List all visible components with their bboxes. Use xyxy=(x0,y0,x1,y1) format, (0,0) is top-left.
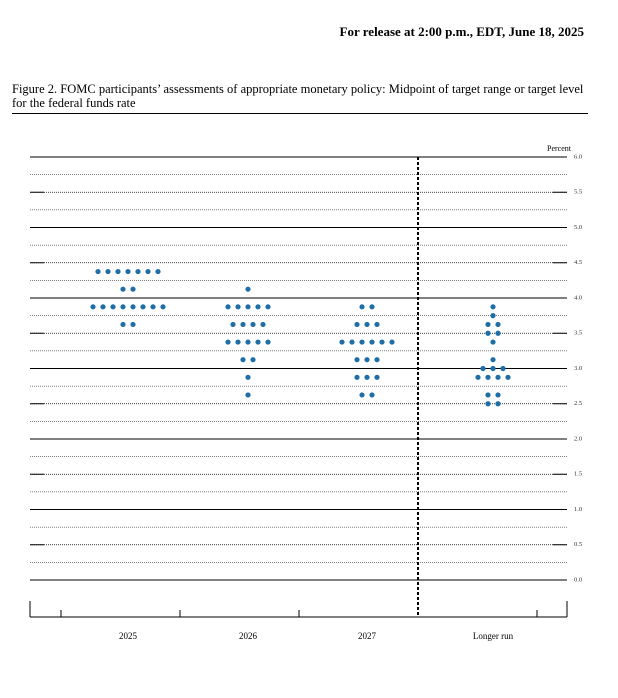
dot xyxy=(339,339,345,345)
y-tick-label: 3.0 xyxy=(574,365,582,372)
dot xyxy=(130,286,136,292)
dot xyxy=(255,304,261,310)
dot xyxy=(485,401,491,407)
y-axis-label: Percent xyxy=(547,144,572,153)
y-tick-label: 4.0 xyxy=(574,294,582,301)
dot xyxy=(349,339,355,345)
x-tick-label: 2025 xyxy=(119,631,138,641)
dot xyxy=(490,304,496,310)
dot xyxy=(485,374,491,380)
dot xyxy=(250,357,256,363)
dot xyxy=(235,304,241,310)
dot xyxy=(490,357,496,363)
y-tick-label: 5.5 xyxy=(574,189,582,196)
release-note: For release at 2:00 p.m., EDT, June 18, … xyxy=(339,24,584,39)
y-tick-label: 0.5 xyxy=(574,541,582,548)
dot xyxy=(245,304,251,310)
y-tick-label: 2.0 xyxy=(574,435,582,442)
y-tick-label: 4.5 xyxy=(574,259,582,266)
dot xyxy=(495,401,501,407)
dot xyxy=(230,321,236,328)
dot xyxy=(485,330,491,336)
dot xyxy=(235,339,241,345)
dot xyxy=(145,268,151,275)
dot xyxy=(245,286,251,292)
dot xyxy=(475,374,481,380)
rule xyxy=(12,113,588,114)
dot xyxy=(120,304,126,310)
y-tick-label: 5.0 xyxy=(574,224,582,231)
dot xyxy=(480,365,486,372)
y-tick-label: 6.0 xyxy=(574,153,582,160)
dot xyxy=(485,321,491,328)
dot xyxy=(389,339,395,345)
dot xyxy=(490,313,496,319)
dot xyxy=(240,321,246,328)
dot xyxy=(130,321,136,328)
x-tick-label: Longer run xyxy=(473,631,514,641)
dot xyxy=(369,304,375,310)
dot xyxy=(359,392,365,398)
dot xyxy=(364,357,370,363)
dot xyxy=(95,268,101,275)
dot xyxy=(90,304,96,310)
dot xyxy=(495,374,501,380)
dot xyxy=(374,374,380,380)
dot xyxy=(240,357,246,363)
dot xyxy=(495,321,501,328)
dot xyxy=(105,268,111,275)
y-tick-label: 1.0 xyxy=(574,506,582,513)
dot xyxy=(359,339,365,345)
dot xyxy=(374,321,380,328)
dot xyxy=(100,304,106,310)
dot xyxy=(495,392,501,398)
dot xyxy=(354,321,360,328)
dot xyxy=(369,392,375,398)
y-tick-label: 2.5 xyxy=(574,400,582,407)
dot xyxy=(265,304,271,310)
dot xyxy=(260,321,266,328)
figure-caption: Figure 2. FOMC participants’ assessments… xyxy=(12,82,584,110)
x-tick-label: 2026 xyxy=(239,631,258,641)
dot xyxy=(110,304,116,310)
y-tick-label: 3.5 xyxy=(574,330,582,337)
dot xyxy=(490,365,496,372)
dot xyxy=(130,304,136,310)
dot xyxy=(374,357,380,363)
dot xyxy=(354,374,360,380)
dot xyxy=(490,339,496,345)
dot xyxy=(379,339,385,345)
dot xyxy=(485,392,491,398)
dot xyxy=(354,357,360,363)
dot xyxy=(135,268,141,275)
y-tick-label: 1.5 xyxy=(574,471,582,478)
dot xyxy=(140,304,146,310)
dot xyxy=(364,321,370,328)
dot xyxy=(120,286,126,292)
dot xyxy=(255,339,261,345)
x-tick-label: 2027 xyxy=(358,631,377,641)
dot xyxy=(160,304,166,310)
dot xyxy=(369,339,375,345)
dot xyxy=(500,365,506,372)
dot xyxy=(225,304,231,310)
dot xyxy=(115,268,121,275)
dot xyxy=(265,339,271,345)
dot xyxy=(359,304,365,310)
dot xyxy=(364,374,370,380)
dot xyxy=(120,321,126,328)
y-tick-label: 0.0 xyxy=(574,576,582,583)
dot xyxy=(250,321,256,328)
dot xyxy=(245,339,251,345)
dot xyxy=(495,330,501,336)
dot xyxy=(245,392,251,398)
dot xyxy=(505,374,511,380)
dot xyxy=(225,339,231,345)
dot xyxy=(155,268,161,275)
dot xyxy=(150,304,156,310)
dot xyxy=(245,374,251,380)
dot xyxy=(125,268,131,275)
